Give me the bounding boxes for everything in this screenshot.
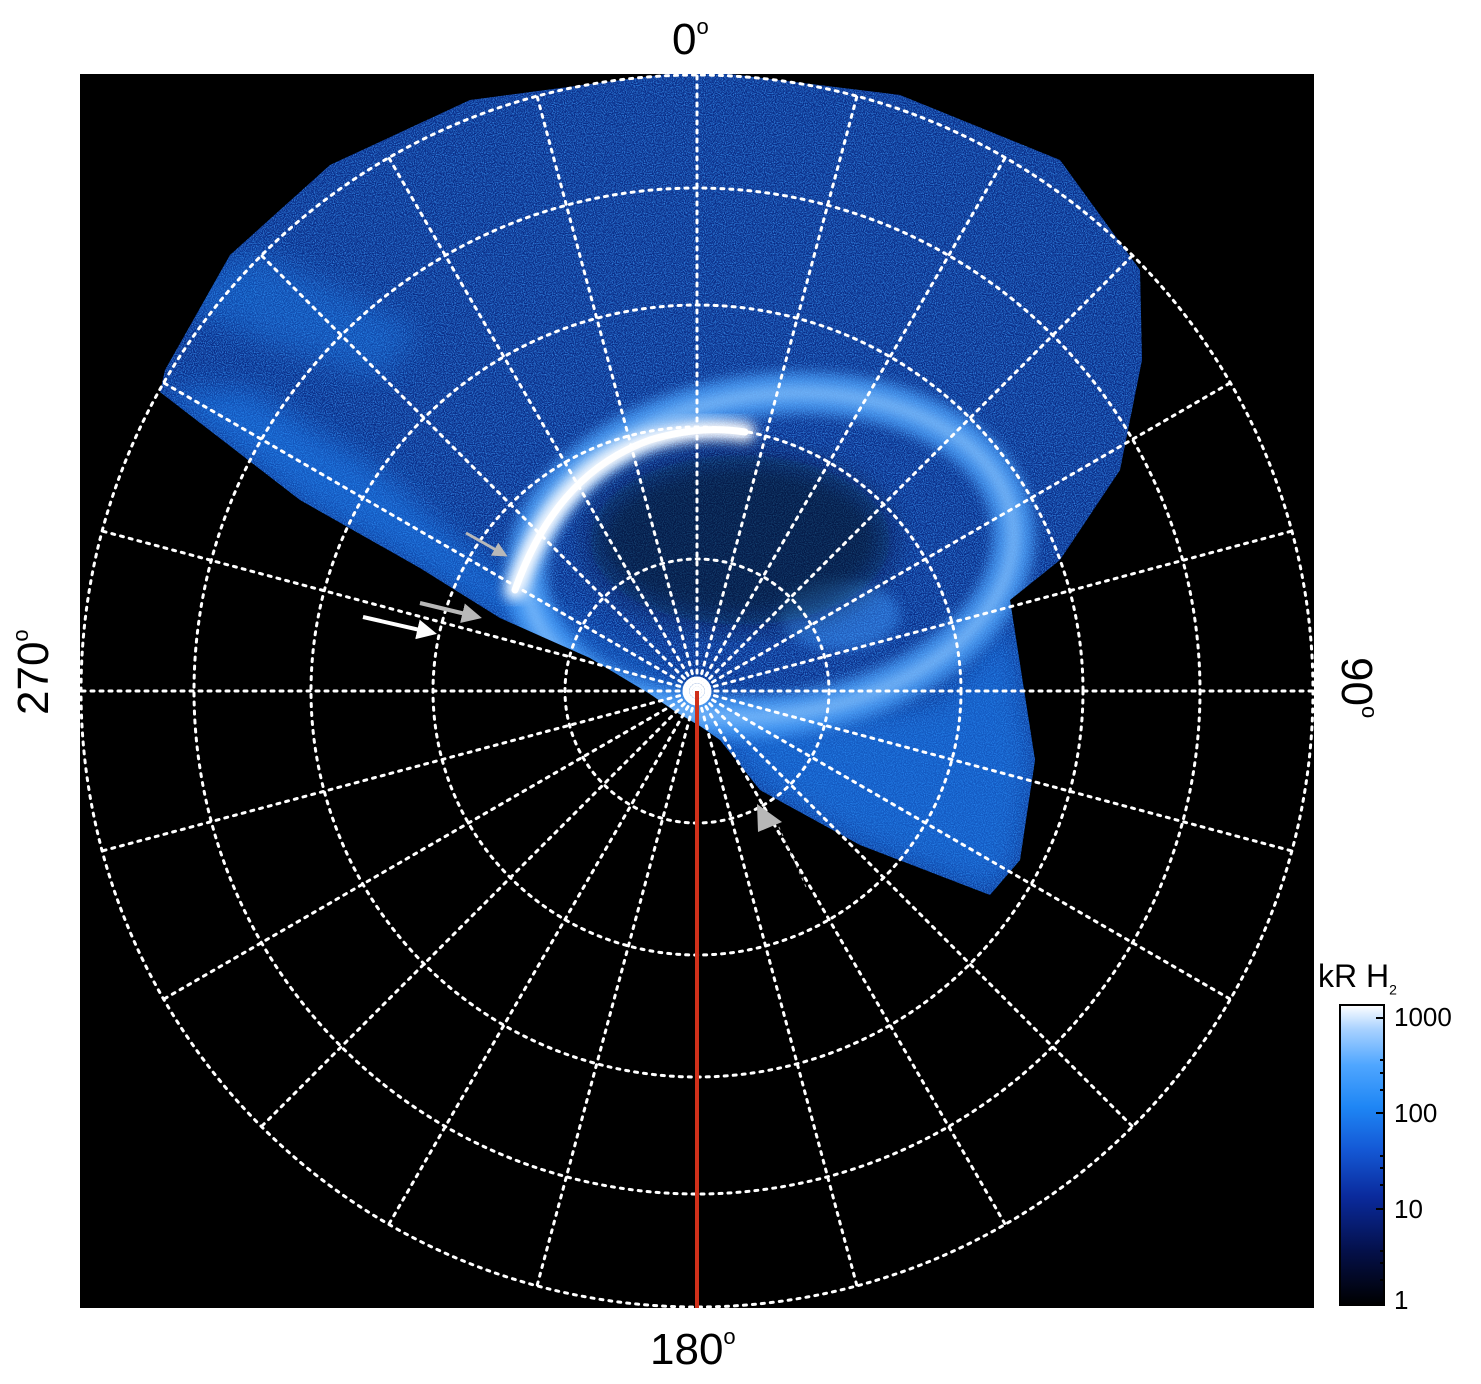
colorbar-tick-label: 1000 xyxy=(1394,1002,1452,1032)
colorbar-title: kR H2 xyxy=(1318,958,1397,998)
colorbar-tick-label: 10 xyxy=(1394,1194,1423,1224)
grey-arrow-1 xyxy=(419,601,482,623)
colorbar-gradient xyxy=(1339,1004,1385,1306)
grey-arrow-2 xyxy=(465,531,508,557)
azimuth-label-top: 0o xyxy=(672,14,709,64)
aurora-swath xyxy=(160,74,1142,895)
azimuth-label-left: 270o xyxy=(8,629,58,715)
azimuth-label-right: 90o xyxy=(1332,657,1382,719)
colorbar-tick-label: 100 xyxy=(1394,1098,1438,1128)
colorbar xyxy=(1339,1004,1385,1306)
grey-arrow-3 xyxy=(777,824,807,888)
colorbar-tick-label: 1 xyxy=(1394,1285,1409,1315)
grey-arrowhead-3 xyxy=(757,804,782,832)
white-arrow xyxy=(362,615,437,640)
annotation-arrows xyxy=(362,531,807,888)
polar-grid xyxy=(80,74,1314,1308)
azimuth-label-bottom: 180o xyxy=(650,1324,736,1374)
